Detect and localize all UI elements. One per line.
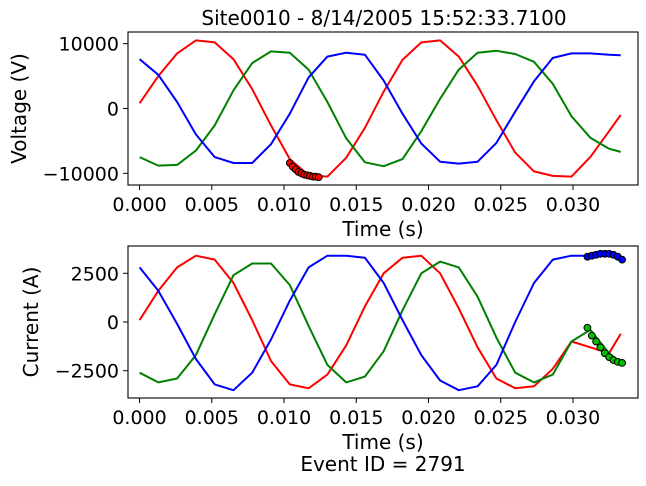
voltage-y-tick-label: 10000 [59, 34, 119, 56]
current-x-tick-label: 0.010 [257, 407, 311, 429]
voltage-x-tick-label: 0.010 [257, 194, 311, 216]
current-x-tick-label: 0.005 [185, 407, 239, 429]
current-y-tick-label: −2500 [55, 361, 119, 383]
voltage-x-tick-label: 0.030 [546, 194, 600, 216]
voltage-phase-1-line [138, 39, 622, 178]
event-id-label: Event ID = 2791 [300, 452, 465, 476]
current-x-tick-label: 0.025 [474, 407, 528, 429]
voltage-x-tick-label: 0.005 [185, 194, 239, 216]
voltage-x-tick-label: 0.020 [401, 194, 455, 216]
current-x-tick-label: 0.020 [401, 407, 455, 429]
current-y-axis-label: Current (A) [19, 267, 43, 378]
voltage-phase-2-line [139, 49, 621, 168]
current-phase-1-line [138, 254, 622, 390]
voltage-y-tick-label: 0 [107, 99, 119, 121]
voltage-x-axis-label: Time (s) [341, 217, 423, 241]
current-subplot: 0.000 0.005 0.010 0.015 0.020 0.025 0.030 2500 0… [19, 245, 639, 454]
current-highlight-2-point [618, 359, 626, 367]
voltage-phase-3-line [138, 51, 621, 165]
voltage-y-tick-label: −10000 [43, 163, 119, 185]
voltage-x-tick-label: 0.025 [474, 194, 528, 216]
current-y-tick-label: 0 [107, 312, 119, 334]
current-phase-3-line [138, 253, 621, 392]
voltage-chart-title: Site0010 - 8/14/2005 15:52:33.7100 [201, 6, 566, 30]
voltage-highlight-1-point [314, 173, 323, 182]
voltage-x-tick-label: 0.015 [329, 194, 383, 216]
current-highlight-2-point [592, 337, 600, 346]
current-y-tick-label: 2500 [71, 263, 119, 285]
current-axes-frame [127, 245, 639, 399]
current-phase-2-line [139, 260, 622, 384]
voltage-y-axis-label: Voltage (V) [7, 53, 31, 164]
current-highlight-1-point [618, 255, 626, 264]
current-x-axis-label: Time (s) [341, 430, 423, 454]
voltage-subplot: 0.000 0.005 0.010 0.015 0.020 0.025 0.030 10000… [7, 6, 639, 241]
current-highlight-2-point [596, 343, 605, 352]
current-x-tick-label: 0.000 [112, 407, 166, 429]
current-highlight-2-point [583, 323, 592, 332]
voltage-x-tick-label: 0.000 [112, 194, 166, 216]
current-x-tick-label: 0.030 [546, 407, 600, 429]
current-highlight-2-point [587, 331, 596, 340]
current-x-tick-label: 0.015 [329, 407, 383, 429]
